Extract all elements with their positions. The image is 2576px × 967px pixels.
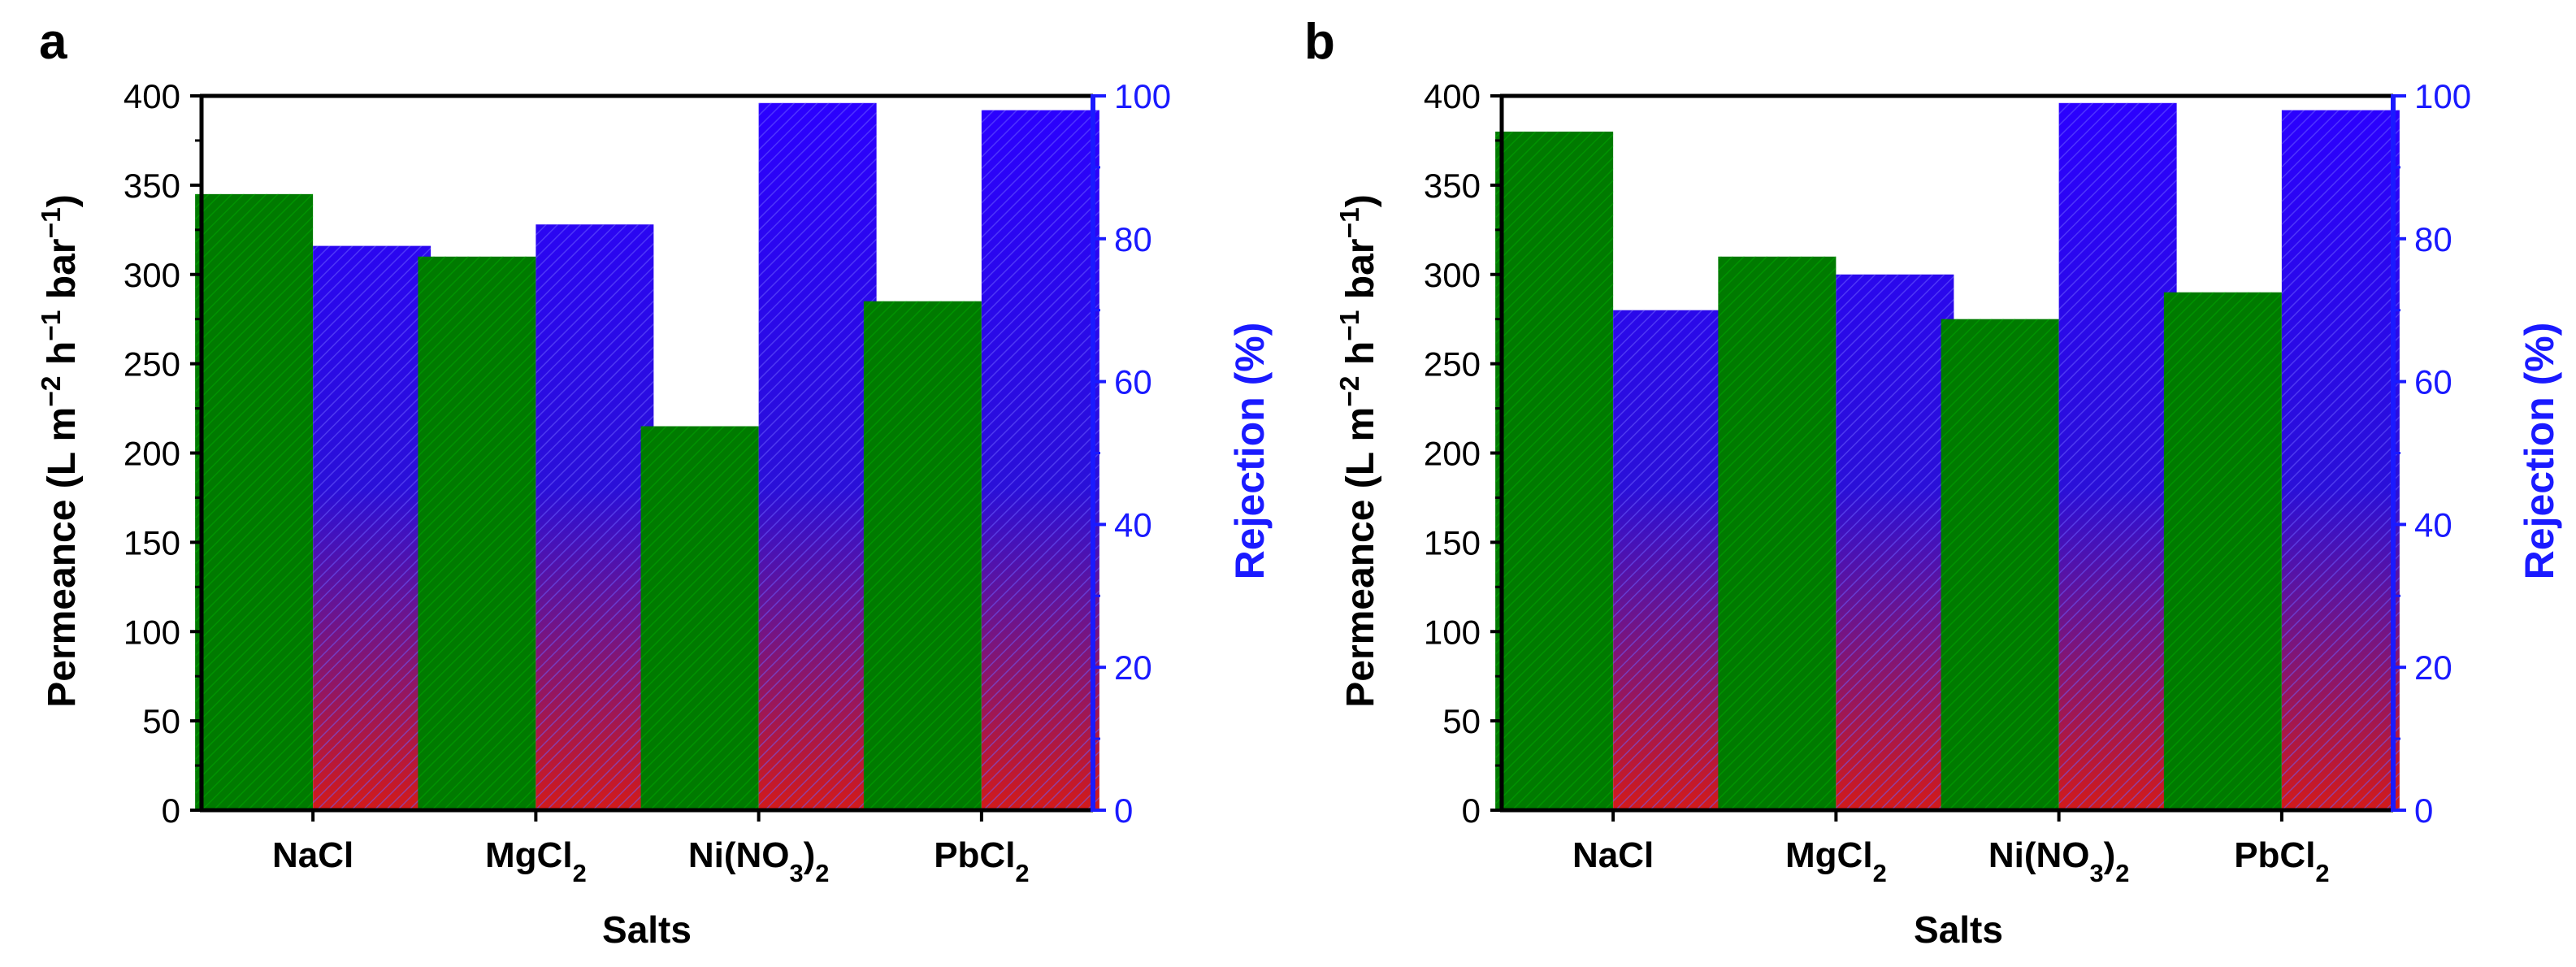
y-tick-label: 100 bbox=[1424, 613, 1481, 651]
y-tick-label: 350 bbox=[1424, 167, 1481, 205]
y-tick-label: 50 bbox=[142, 702, 180, 740]
bar-permeance-hatch bbox=[2163, 292, 2282, 811]
bar-permeance-hatch bbox=[1495, 131, 1614, 810]
x-tick-label: PbCl2 bbox=[934, 835, 1029, 887]
x-tick-label: PbCl2 bbox=[2234, 835, 2329, 887]
y-tick-label: 400 bbox=[1424, 77, 1481, 115]
panel-label: a bbox=[39, 14, 67, 70]
y-axis-label: Permeance (L m−2 h−1 bar−1) bbox=[1335, 194, 1383, 708]
bar-permeance-hatch bbox=[863, 301, 982, 810]
bar-rejection-hatch bbox=[2058, 102, 2177, 811]
y2-tick-label: 80 bbox=[1114, 220, 1152, 258]
bar-rejection-hatch bbox=[536, 224, 654, 811]
bar-rejection-hatch bbox=[981, 110, 1099, 810]
bar-rejection-hatch bbox=[313, 245, 432, 811]
panel-label: b bbox=[1304, 14, 1335, 70]
y2-axis-label: Rejection (%) bbox=[1227, 323, 1273, 580]
bar-permeance-hatch bbox=[195, 193, 314, 811]
y2-tick-label: 20 bbox=[2414, 648, 2452, 687]
panel-a: a Permeance (L m−2 h−1 bar−1) Rejection … bbox=[37, 14, 1273, 951]
x-tick-label: MgCl2 bbox=[1785, 835, 1887, 887]
y-tick-label: 200 bbox=[1424, 435, 1481, 473]
y2-tick-label: 80 bbox=[2414, 220, 2452, 258]
plot-area: NaCl MgCl2 Ni(NO3)2 PbCl2050100150200250300… bbox=[1424, 77, 2471, 887]
y2-tick-label: 40 bbox=[1114, 505, 1152, 544]
y-tick-label: 300 bbox=[124, 256, 180, 294]
plot-area: NaCl MgCl2 Ni(NO3)2 PbCl2050100150200250300… bbox=[124, 77, 1171, 887]
y2-tick-label: 60 bbox=[1114, 363, 1152, 401]
bar-permeance-hatch bbox=[640, 426, 759, 810]
bar-permeance-hatch bbox=[1941, 319, 2059, 810]
x-axis-label: Salts bbox=[1914, 908, 2003, 951]
y-tick-label: 400 bbox=[124, 77, 180, 115]
y-tick-label: 100 bbox=[124, 613, 180, 651]
y2-tick-label: 0 bbox=[1114, 791, 1133, 830]
y-tick-label: 150 bbox=[124, 523, 180, 562]
bar-rejection-hatch bbox=[1613, 310, 1732, 810]
x-axis-label: Salts bbox=[602, 908, 692, 951]
y2-axis-label: Rejection (%) bbox=[2517, 323, 2562, 580]
bar-rejection-hatch bbox=[758, 102, 877, 811]
y-tick-label: 250 bbox=[124, 345, 180, 384]
y2-tick-label: 100 bbox=[2414, 77, 2471, 115]
x-tick-label: Ni(NO3)2 bbox=[1988, 835, 2130, 887]
y-tick-label: 150 bbox=[1424, 523, 1481, 562]
y-tick-label: 0 bbox=[1462, 791, 1481, 830]
bar-permeance-hatch bbox=[1718, 256, 1837, 810]
y2-tick-label: 60 bbox=[2414, 363, 2452, 401]
panel-b: b Permeance (L m−2 h−1 bar−1) Rejection … bbox=[1304, 14, 2562, 951]
bar-rejection-hatch bbox=[2281, 110, 2400, 810]
y-tick-label: 0 bbox=[162, 791, 180, 830]
y-tick-label: 350 bbox=[124, 167, 180, 205]
y2-tick-label: 100 bbox=[1114, 77, 1171, 115]
y-tick-label: 300 bbox=[1424, 256, 1481, 294]
y-tick-label: 200 bbox=[124, 435, 180, 473]
x-tick-label: NaCl bbox=[272, 835, 353, 875]
y-axis-label: Permeance (L m−2 h−1 bar−1) bbox=[37, 194, 85, 708]
y2-tick-label: 20 bbox=[1114, 648, 1152, 687]
y2-tick-label: 40 bbox=[2414, 505, 2452, 544]
bar-rejection-hatch bbox=[1836, 274, 1954, 810]
y-tick-label: 50 bbox=[1442, 702, 1481, 740]
x-tick-label: Ni(NO3)2 bbox=[688, 835, 830, 887]
x-tick-label: NaCl bbox=[1572, 835, 1654, 875]
x-tick-label: MgCl2 bbox=[485, 835, 587, 887]
bar-permeance-hatch bbox=[418, 256, 536, 810]
y-tick-label: 250 bbox=[1424, 345, 1481, 384]
y2-tick-label: 0 bbox=[2414, 791, 2433, 830]
